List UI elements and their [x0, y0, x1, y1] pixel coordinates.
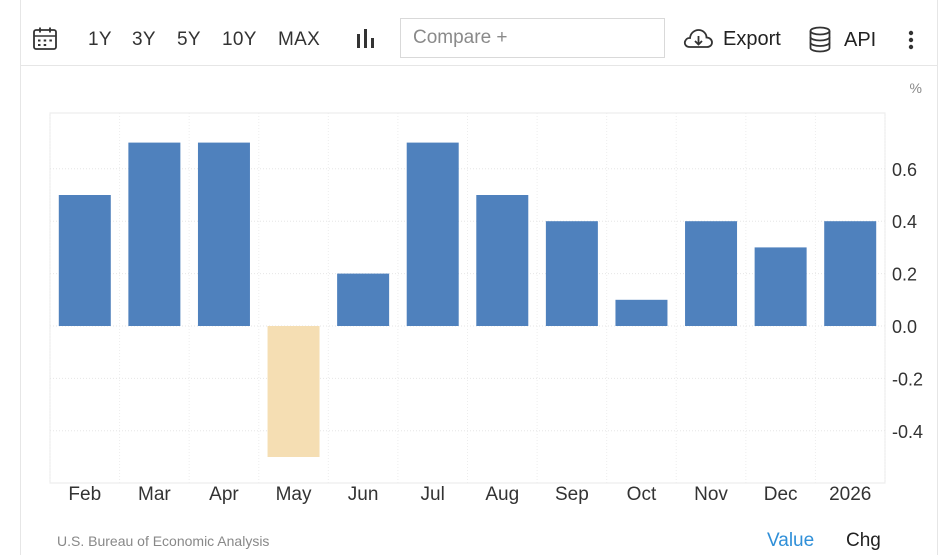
x-tick-label: Dec: [764, 484, 798, 505]
more-options-icon[interactable]: [907, 30, 915, 50]
bars: [58, 142, 877, 457]
compare-input[interactable]: [400, 18, 665, 58]
cloud-download-icon: [683, 29, 713, 48]
x-tick-label: Sep: [555, 484, 589, 505]
y-tick-label: 0.4: [892, 212, 917, 232]
bar-chart: Feb Mar Apr May Jun Jul Aug Sep Oct Nov Dec 2026 -0…: [49, 80, 923, 505]
export-label: Export: [723, 27, 781, 50]
chg-toggle[interactable]: Chg: [846, 530, 881, 551]
bar-dec[interactable]: [754, 247, 807, 326]
bar-may[interactable]: [267, 326, 320, 457]
bar-oct[interactable]: [615, 299, 668, 326]
x-tick-label: Apr: [209, 484, 239, 505]
x-tick-label: Jul: [421, 484, 445, 505]
x-tick-label: Oct: [627, 484, 657, 505]
bar-2026[interactable]: [824, 221, 877, 326]
y-tick-labels: -0.4 -0.2 0.0 0.2 0.4 0.6: [892, 160, 923, 442]
api-button[interactable]: API: [808, 26, 876, 54]
calendar-icon[interactable]: [32, 26, 58, 52]
range-max-button[interactable]: MAX: [278, 29, 321, 50]
bar-jul[interactable]: [406, 142, 459, 326]
y-tick-label: 0.2: [892, 265, 917, 285]
value-toggle[interactable]: Value: [767, 530, 815, 551]
x-tick-label: Nov: [694, 484, 728, 505]
bar-sep[interactable]: [545, 221, 598, 326]
range-5y-button[interactable]: 5Y: [177, 29, 201, 50]
bar-chart-icon[interactable]: [355, 28, 377, 50]
chart-frame: [20, 0, 938, 555]
y-tick-label: -0.2: [892, 369, 923, 389]
bar-nov[interactable]: [685, 221, 738, 326]
x-tick-labels: Feb Mar Apr May Jun Jul Aug Sep Oct Nov Dec 2026: [68, 484, 871, 505]
y-tick-label: -0.4: [892, 422, 923, 442]
x-tick-label: Aug: [485, 484, 519, 505]
x-tick-label: Mar: [138, 484, 171, 505]
x-tick-label: Feb: [68, 484, 101, 505]
bar-aug[interactable]: [476, 195, 529, 326]
grid-lines: [49, 112, 886, 484]
x-tick-label: May: [276, 484, 312, 505]
y-tick-label: 0.0: [892, 317, 917, 337]
bar-jun[interactable]: [337, 273, 390, 326]
database-icon: [809, 26, 831, 53]
range-3y-button[interactable]: 3Y: [132, 29, 156, 50]
range-10y-button[interactable]: 10Y: [222, 29, 257, 50]
y-unit-label: %: [910, 80, 922, 96]
range-1y-button[interactable]: 1Y: [88, 29, 112, 50]
x-tick-label: 2026: [829, 484, 871, 505]
source-text: U.S. Bureau of Economic Analysis: [57, 533, 270, 549]
bar-feb[interactable]: [58, 195, 111, 326]
export-button[interactable]: Export: [682, 26, 781, 52]
api-label: API: [844, 28, 877, 51]
x-tick-label: Jun: [348, 484, 379, 505]
y-tick-label: 0.6: [892, 160, 917, 180]
bar-apr[interactable]: [197, 142, 250, 326]
bar-mar[interactable]: [128, 142, 181, 326]
chart-toolbar: 1Y 3Y 5Y 10Y MAX Export API: [20, 0, 938, 66]
